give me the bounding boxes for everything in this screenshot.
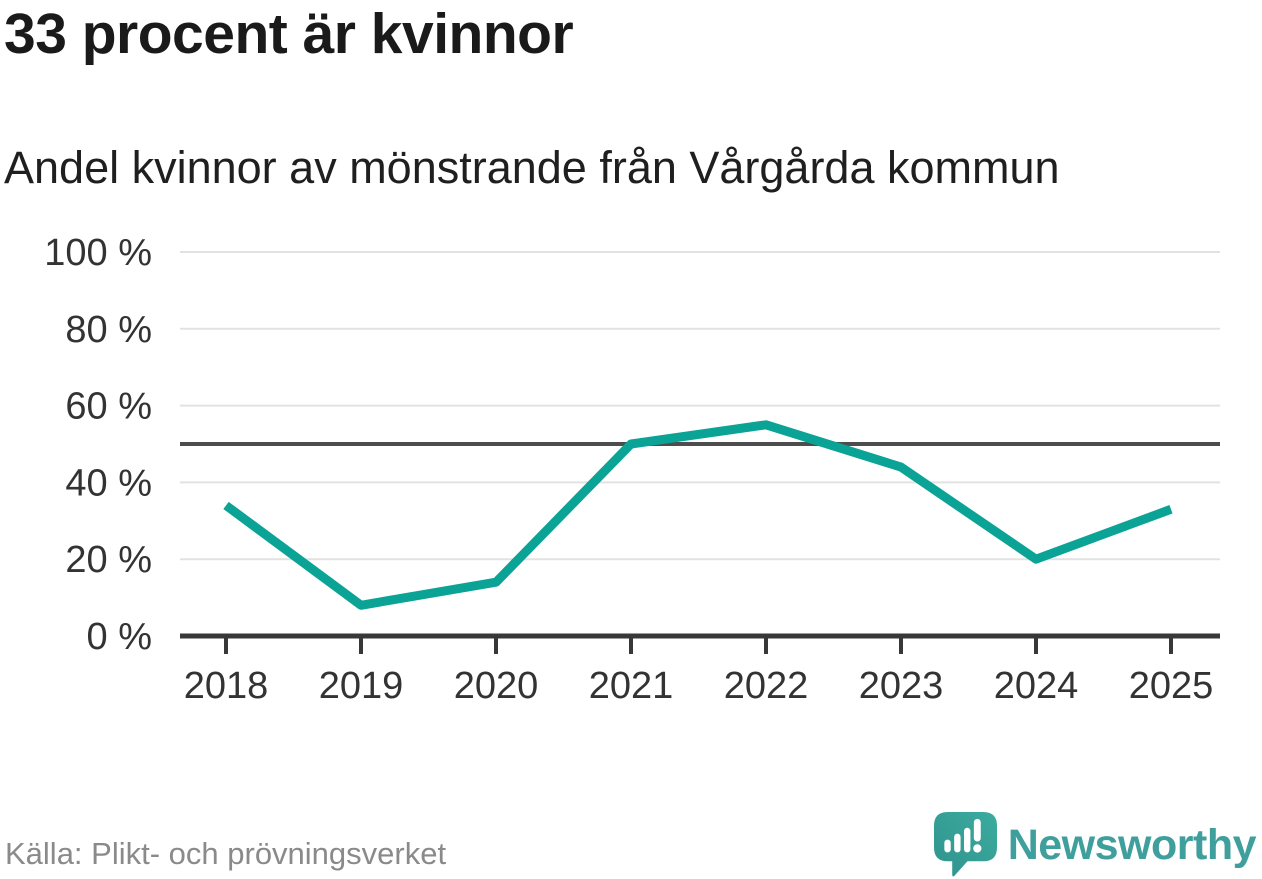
y-tick-label: 80 % [65,309,152,351]
chart-subtitle: Andel kvinnor av mönstrande från Vårgård… [4,142,1060,193]
x-tick-label: 2021 [589,665,674,707]
x-tick-label: 2019 [319,665,404,707]
newsworthy-logo-icon [933,812,997,877]
newsworthy-brand: Newsworthy [933,812,1257,877]
x-tick-label: 2020 [454,665,539,707]
x-tick-label: 2023 [859,665,944,707]
chart-title: 33 procent är kvinnor [4,2,574,66]
y-tick-label: 20 % [65,539,152,581]
logo-bars-icon [944,818,982,853]
x-tick-label: 2024 [994,665,1079,707]
newsworthy-wordmark: Newsworthy [1007,820,1257,869]
data-line [223,420,1173,610]
x-tick-label: 2025 [1129,665,1214,707]
x-tick-label: 2022 [724,665,809,707]
x-tick-label: 2018 [184,665,269,707]
line-chart: 0 % 20 % 40 % 60 % 80 % 100 % 2018 2019 2020 2021… [44,232,1220,707]
y-tick-label: 0 % [87,616,152,658]
source-note: Källa: Plikt- och prövningsverket [5,836,447,871]
y-tick-label: 60 % [65,386,152,428]
y-tick-label: 40 % [65,462,152,504]
y-tick-label: 100 % [44,232,152,274]
